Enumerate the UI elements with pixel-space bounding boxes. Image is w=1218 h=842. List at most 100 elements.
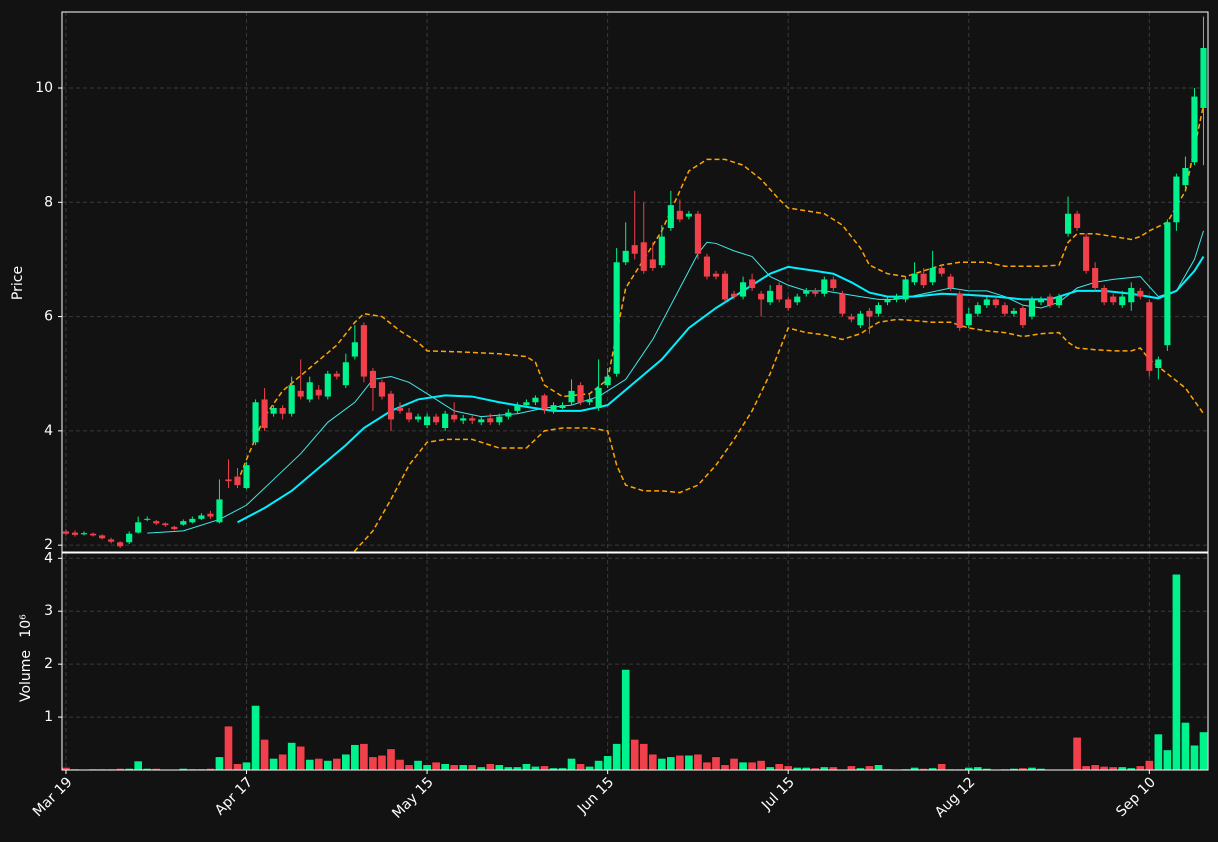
volume-bar (603, 755, 613, 771)
volume-bar (251, 705, 261, 771)
candle-body (992, 299, 999, 306)
candle-body (1164, 222, 1171, 346)
volume-frame (61, 552, 1209, 771)
volume-bar (530, 765, 540, 771)
volume-bar (937, 763, 947, 771)
candle-body (830, 279, 837, 288)
volume-bars (61, 573, 1208, 771)
y-tick-label: 2 (44, 537, 53, 553)
candle-body (1155, 359, 1162, 368)
candle-body (1128, 288, 1135, 303)
candle-body (144, 518, 151, 520)
candle-body (279, 408, 286, 414)
overlay-line (237, 256, 1205, 524)
candle-body (532, 397, 539, 403)
volume-bar (467, 764, 477, 771)
overlay-line (236, 104, 1205, 483)
volume-bar (233, 763, 242, 771)
candle-body (1110, 296, 1117, 303)
y-tick-label: 4 (44, 550, 53, 566)
volume-bar (729, 758, 739, 771)
candle-body (424, 416, 431, 426)
volume-bar (702, 761, 712, 771)
candle-body (252, 402, 259, 443)
candle-body (947, 276, 954, 288)
candle-body (414, 416, 422, 420)
candle-body (667, 205, 674, 228)
volume-bar (539, 765, 549, 771)
volume-bar (738, 761, 748, 771)
candle-body (99, 535, 106, 539)
candle-body (514, 405, 521, 411)
overlay-line (351, 318, 1205, 552)
candle-body (1019, 308, 1026, 326)
volume-bar (639, 743, 649, 771)
volume-bar (846, 765, 856, 771)
volume-bar (269, 758, 279, 771)
volume-grid (62, 553, 1208, 770)
y-tick-label: 3 (44, 603, 53, 619)
candle-body (758, 293, 765, 300)
candle-body (1074, 213, 1081, 228)
candle-body (785, 299, 792, 308)
candle-body (694, 213, 701, 254)
volume-bar (1099, 765, 1109, 771)
candle-body (1137, 290, 1144, 297)
volume-bar (747, 761, 757, 771)
volume-bar (449, 764, 459, 771)
candle-body (974, 305, 981, 314)
candle-body (1010, 310, 1017, 314)
candle-body (153, 521, 160, 524)
candle-body (505, 412, 512, 417)
volume-bar (1135, 765, 1145, 771)
volume-bar (224, 725, 233, 771)
candle-body (1028, 299, 1036, 317)
candle-body (1119, 296, 1126, 306)
volume-bar (783, 765, 793, 771)
candle-body (1191, 96, 1198, 163)
candle-body (577, 385, 584, 403)
candle-body (1001, 305, 1008, 314)
volume-bar (865, 765, 874, 771)
candle-body (749, 279, 756, 288)
y-tick-label: 8 (44, 194, 53, 210)
volume-bar (1081, 765, 1091, 771)
candle-body (920, 273, 927, 286)
volume-bar (567, 758, 576, 771)
volume-bar (621, 669, 631, 771)
candle-body (360, 325, 367, 377)
candle-body (108, 539, 115, 542)
volume-bar (413, 760, 423, 771)
candle-body (189, 518, 196, 523)
volume-bar (404, 764, 414, 771)
price-axis-label: Price (10, 266, 26, 300)
volume-bar (1180, 722, 1190, 771)
volume-bar (1153, 733, 1163, 771)
candle-body (839, 293, 846, 314)
volume-bar (1090, 764, 1100, 771)
candle-body (803, 290, 810, 294)
candle-body (207, 513, 214, 517)
volume-bar (368, 756, 378, 771)
candle-body (848, 316, 855, 320)
candle-body (541, 395, 548, 410)
candle-body (776, 285, 783, 300)
candle-body (351, 342, 358, 357)
candle-body (739, 282, 747, 297)
candle-body (902, 279, 909, 300)
volume-bar (494, 764, 504, 771)
candle-body (288, 385, 295, 414)
candle-body (595, 388, 602, 408)
candle-body (1064, 213, 1072, 234)
volume-bar (485, 763, 495, 771)
volume-bar (720, 764, 730, 771)
candle-body (523, 402, 530, 406)
volume-bar (521, 763, 531, 771)
candle-body (1083, 236, 1090, 271)
candle-body (1092, 268, 1099, 288)
volume-bar (874, 764, 883, 771)
volume-bar (1171, 573, 1181, 771)
candle-body (1046, 296, 1054, 306)
volume-bar (756, 760, 766, 771)
